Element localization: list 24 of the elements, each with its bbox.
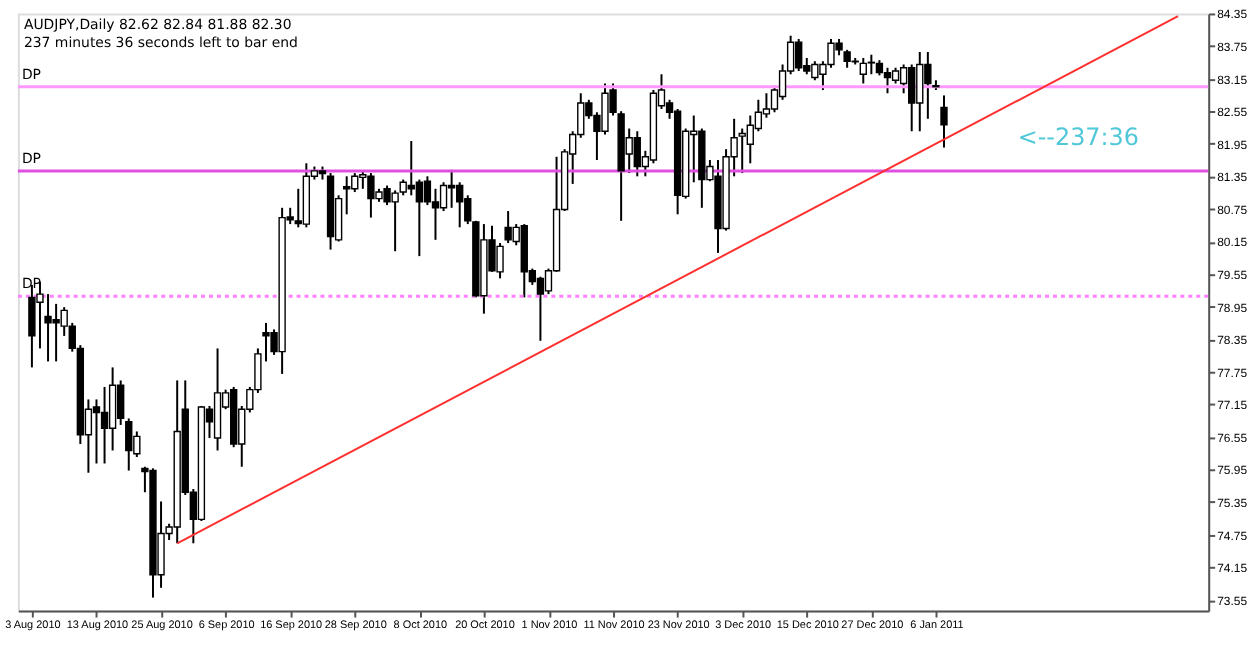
candlestick bbox=[883, 66, 892, 95]
candlestick bbox=[431, 187, 440, 241]
candlestick bbox=[633, 130, 641, 178]
candlestick bbox=[100, 385, 109, 465]
candlestick bbox=[795, 37, 803, 72]
candlestick bbox=[859, 56, 867, 85]
candlestick bbox=[92, 398, 101, 465]
candlestick bbox=[940, 94, 948, 149]
candlestick bbox=[52, 302, 60, 363]
candlestick bbox=[302, 162, 311, 229]
candlestick bbox=[924, 51, 932, 120]
candlestick bbox=[439, 181, 448, 213]
candlestick bbox=[367, 172, 375, 219]
candlestick bbox=[916, 51, 924, 133]
annotation: <--237:36 bbox=[1017, 122, 1139, 151]
candlestick bbox=[867, 53, 876, 76]
candlestick bbox=[504, 210, 512, 245]
candlestick bbox=[213, 347, 222, 452]
candlestick bbox=[415, 178, 424, 258]
candlestick bbox=[520, 223, 528, 299]
candlestick bbox=[908, 63, 916, 133]
candlestick bbox=[738, 127, 746, 175]
candlestick bbox=[811, 60, 819, 82]
candlestick bbox=[536, 275, 545, 342]
